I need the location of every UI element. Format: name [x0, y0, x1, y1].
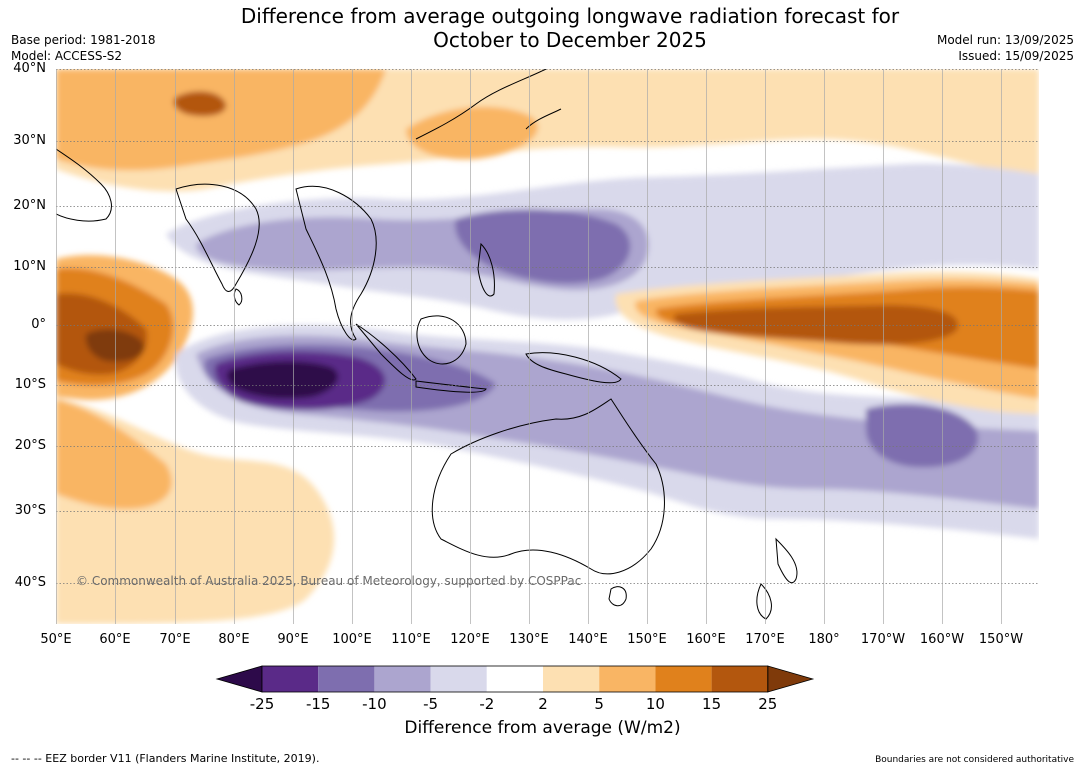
latitude-label: 30°N: [13, 133, 46, 148]
colorbar-segment: [655, 666, 712, 692]
anomaly-field: [56, 69, 1039, 624]
longitude-label: 130°E: [509, 632, 549, 647]
meta-right: Model run: 13/09/2025 Issued: 15/09/2025: [937, 32, 1074, 64]
longitude-label: 90°E: [277, 632, 309, 647]
latitude-label: 40°S: [14, 575, 46, 590]
colorbar-segment: [318, 666, 375, 692]
longitude-label: 150°E: [627, 632, 667, 647]
colorbar-tick-label: 25: [758, 695, 778, 713]
copyright-notice: © Commonwealth of Australia 2025, Bureau…: [76, 574, 582, 588]
colorbar-segment: [374, 666, 431, 692]
colorbar-segment: [430, 666, 487, 692]
longitude-label: 80°E: [218, 632, 250, 647]
colorbar-tick-label: 5: [594, 695, 604, 713]
latitude-label: 20°N: [13, 198, 46, 213]
longitude-label: 70°E: [159, 632, 191, 647]
colorbar-segment: [599, 666, 656, 692]
longitude-label: 60°E: [99, 632, 131, 647]
colorbar-segment: [262, 666, 319, 692]
longitude-label: 180°: [808, 632, 840, 647]
chart-title: Difference from average outgoing longwav…: [0, 4, 1085, 52]
colorbar-tick-label: -5: [423, 695, 439, 713]
latitude-label: 10°S: [14, 377, 46, 392]
colorbar-tick-label: 10: [645, 695, 665, 713]
longitude-label: 160°W: [919, 632, 965, 647]
longitude-label: 160°E: [686, 632, 726, 647]
colorbar-arrow-low: [215, 665, 263, 693]
graticule: [56, 69, 1039, 624]
longitude-label: 170°W: [860, 632, 906, 647]
colorbar-frame: [261, 665, 769, 693]
colorbar: [215, 665, 815, 693]
title-line-1: Difference from average outgoing longwav…: [240, 4, 900, 28]
longitude-label: 50°E: [40, 632, 72, 647]
model-run: Model run: 13/09/2025: [936, 33, 1074, 47]
longitude-label: 100°E: [332, 632, 372, 647]
map-canvas: [56, 69, 1039, 624]
model-name: Model: ACCESS-S2: [11, 49, 123, 63]
base-period: Base period: 1981-2018: [11, 33, 156, 47]
eez-note: -- -- -- EEZ border V11 (Flanders Marine…: [11, 752, 320, 765]
colorbar-title: Difference from average (W/m2): [404, 718, 681, 738]
colorbar-arrow-high: [767, 665, 815, 693]
colorbar-segments: [215, 665, 815, 693]
longitude-label: 140°E: [568, 632, 608, 647]
longitude-label: 170°E: [745, 632, 785, 647]
title-line-2: October to December 2025: [433, 28, 707, 52]
colorbar-segment: [711, 666, 768, 692]
coastlines: [56, 69, 798, 620]
meta-left: Base period: 1981-2018 Model: ACCESS-S2: [11, 32, 156, 64]
latitude-label: 20°S: [14, 438, 46, 453]
colorbar-segment: [486, 666, 543, 692]
latitude-label: 10°N: [13, 259, 46, 274]
colorbar-tick-label: -15: [305, 695, 331, 713]
longitude-label: 120°E: [450, 632, 490, 647]
colorbar-tick-label: 2: [538, 695, 548, 713]
longitude-label: 150°W: [978, 632, 1024, 647]
longitude-label: 110°E: [391, 632, 431, 647]
colorbar-tick-label: -25: [249, 695, 275, 713]
latitude-label: 30°S: [14, 503, 46, 518]
latitude-label: 0°: [31, 317, 46, 332]
boundary-note: Boundaries are not considered authoritat…: [875, 755, 1074, 765]
colorbar-tick-label: 15: [702, 695, 722, 713]
colorbar-segment: [543, 666, 600, 692]
issued-date: Issued: 15/09/2025: [958, 49, 1074, 63]
olr-anomaly-map: © Commonwealth of Australia 2025, Bureau…: [56, 69, 1039, 624]
colorbar-tick-label: -2: [479, 695, 495, 713]
colorbar-tick-label: -10: [362, 695, 387, 713]
latitude-label: 40°N: [13, 61, 46, 76]
